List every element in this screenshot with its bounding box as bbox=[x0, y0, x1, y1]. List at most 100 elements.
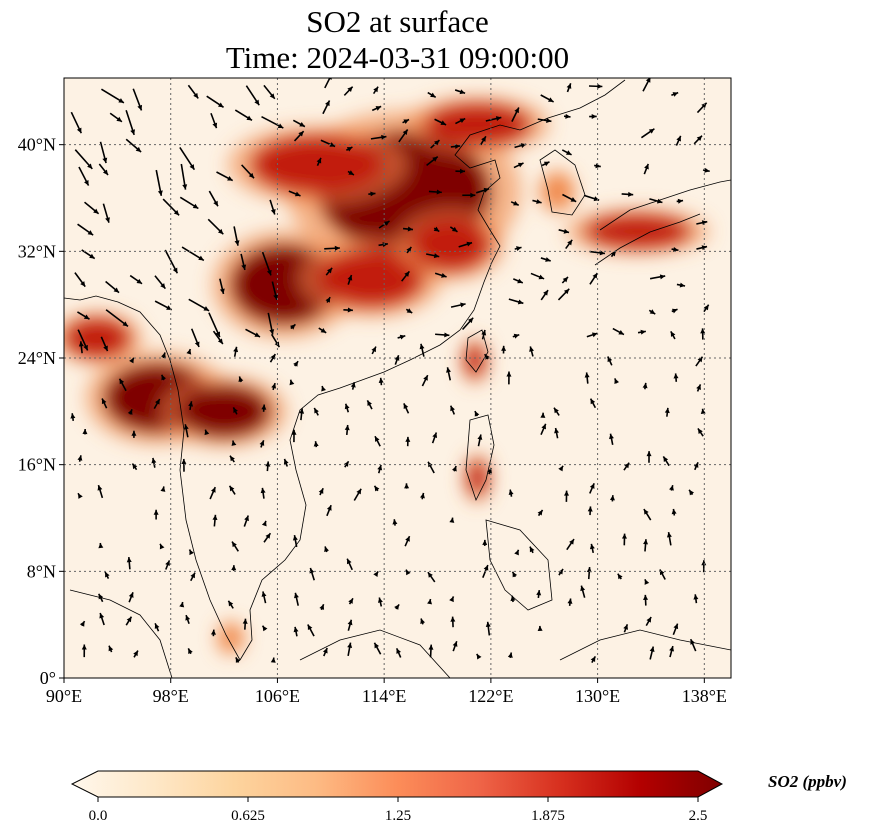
wind-arrow-head bbox=[314, 407, 319, 414]
wind-arrow-head bbox=[188, 648, 193, 654]
wind-arrow-head bbox=[432, 432, 438, 439]
wind-arrow-head bbox=[261, 520, 267, 527]
wind-arrow-head bbox=[367, 400, 372, 406]
wind-arrow-head bbox=[108, 645, 114, 652]
latitude-axis: 0° 8°N 16°N 24°N 32°N 40°N bbox=[18, 135, 64, 688]
wind-arrow-head bbox=[592, 273, 598, 279]
wind-arrow-head bbox=[481, 136, 486, 142]
colorbar: 0.0 0.625 1.25 1.875 2.5 SO2 (ppbv) bbox=[70, 770, 847, 824]
wind-arrow-head bbox=[277, 123, 284, 129]
wind-arrow-head bbox=[427, 572, 433, 578]
wind-arrow-head bbox=[434, 140, 440, 146]
wind-arrow-head bbox=[334, 245, 340, 251]
wind-arrow-head bbox=[659, 274, 666, 280]
wind-arrow-head bbox=[543, 290, 549, 296]
wind-arrow-head bbox=[513, 333, 520, 339]
wind-arrow-head bbox=[567, 598, 573, 604]
map-panel bbox=[64, 78, 731, 678]
wind-arrow-head bbox=[217, 228, 224, 235]
wind-arrow-head bbox=[299, 408, 305, 414]
lon-tick-label: 138°E bbox=[682, 686, 727, 706]
wind-arrow-head bbox=[495, 116, 502, 121]
wind-arrow-head bbox=[182, 184, 188, 190]
wind-arrow-head bbox=[427, 599, 433, 605]
colorbar-tick-label: 2.5 bbox=[689, 808, 708, 824]
wind-arrow-head bbox=[640, 329, 646, 335]
wind-arrow-head bbox=[501, 345, 507, 351]
so2-region-taiwan bbox=[464, 343, 486, 378]
wind-arrow-head bbox=[99, 612, 105, 619]
wind-arrow-head bbox=[643, 509, 649, 515]
wind-arrow-head bbox=[701, 220, 708, 226]
longitude-axis: 90°E 98°E 106°E 114°E 122°E 130°E 138°E bbox=[46, 678, 727, 706]
wind-arrow-head bbox=[344, 403, 350, 410]
wind-arrow-head bbox=[648, 128, 655, 134]
wind-arrow-shaft bbox=[324, 78, 331, 89]
wind-arrow-head bbox=[420, 492, 425, 499]
wind-arrow-head bbox=[649, 646, 655, 652]
wind-arrow-head bbox=[470, 192, 476, 198]
wind-arrow-head bbox=[591, 332, 598, 338]
wind-arrow-head bbox=[262, 625, 268, 632]
wind-arrow-head bbox=[78, 341, 84, 347]
wind-arrow-head bbox=[621, 533, 627, 539]
wind-arrow-head bbox=[690, 639, 695, 645]
so2-region-malay-peninsula bbox=[217, 622, 245, 654]
wind-arrow-head bbox=[292, 535, 298, 541]
wind-arrow-head bbox=[459, 89, 466, 95]
wind-arrow-head bbox=[402, 129, 408, 136]
wind-arrow-head bbox=[161, 352, 166, 359]
wind-arrow-head bbox=[347, 642, 353, 649]
wind-arrow-head bbox=[394, 355, 400, 361]
wind-arrow-head bbox=[79, 621, 85, 627]
wind-arrow-head bbox=[670, 331, 676, 337]
wind-arrow-head bbox=[436, 189, 442, 195]
wind-arrow-head bbox=[84, 179, 89, 186]
wind-arrow-head bbox=[517, 278, 523, 284]
lat-tick-label: 24°N bbox=[18, 348, 56, 368]
so2-region-yangtze-delta bbox=[410, 218, 491, 272]
wind-arrow-head bbox=[241, 264, 247, 270]
wind-arrow-head bbox=[89, 253, 95, 259]
wind-arrow-head bbox=[452, 465, 457, 472]
wind-arrow-head bbox=[87, 230, 94, 236]
lon-tick-label: 122°E bbox=[468, 686, 513, 706]
wind-arrow-head bbox=[78, 493, 83, 499]
wind-arrow-head bbox=[420, 618, 426, 625]
wind-arrow-head bbox=[644, 163, 649, 170]
wind-arrow-head bbox=[204, 429, 210, 436]
wind-arrow-head bbox=[440, 120, 447, 125]
colorbar-tick-label: 0.625 bbox=[231, 808, 265, 824]
wind-arrow-head bbox=[238, 376, 244, 382]
wind-arrow-head bbox=[346, 558, 352, 565]
wind-arrow-head bbox=[230, 455, 235, 462]
wind-arrow-head bbox=[231, 565, 237, 571]
wind-arrow-head bbox=[244, 515, 249, 522]
wind-arrow-head bbox=[269, 93, 275, 99]
wind-arrow-head bbox=[590, 656, 596, 662]
wind-arrow-head bbox=[663, 456, 669, 462]
wind-arrow-head bbox=[703, 304, 709, 311]
wind-arrow-head bbox=[374, 485, 380, 492]
wind-arrow-head bbox=[701, 560, 707, 566]
wind-arrow-head bbox=[248, 172, 255, 179]
wind-arrow-head bbox=[406, 569, 411, 576]
wind-arrow-head bbox=[669, 646, 675, 652]
wind-arrow-head bbox=[154, 623, 160, 629]
wind-arrow-head bbox=[344, 425, 350, 431]
wind-arrow-head bbox=[467, 317, 474, 324]
wind-arrow-head bbox=[563, 288, 570, 295]
wind-arrow-head bbox=[97, 485, 103, 491]
wind-arrow-head bbox=[293, 361, 299, 367]
wind-arrow-head bbox=[290, 324, 296, 330]
wind-arrow-head bbox=[517, 162, 524, 168]
wind-arrow-head bbox=[693, 594, 699, 600]
wind-arrow-head bbox=[271, 383, 277, 389]
wind-arrow-head bbox=[536, 590, 542, 596]
wind-arrow-head bbox=[508, 489, 514, 495]
lon-tick-label: 106°E bbox=[255, 686, 300, 706]
wind-arrow-head bbox=[704, 167, 710, 173]
wind-arrow-head bbox=[696, 384, 701, 390]
wind-arrow-head bbox=[529, 346, 534, 352]
wind-arrow-head bbox=[132, 463, 138, 470]
